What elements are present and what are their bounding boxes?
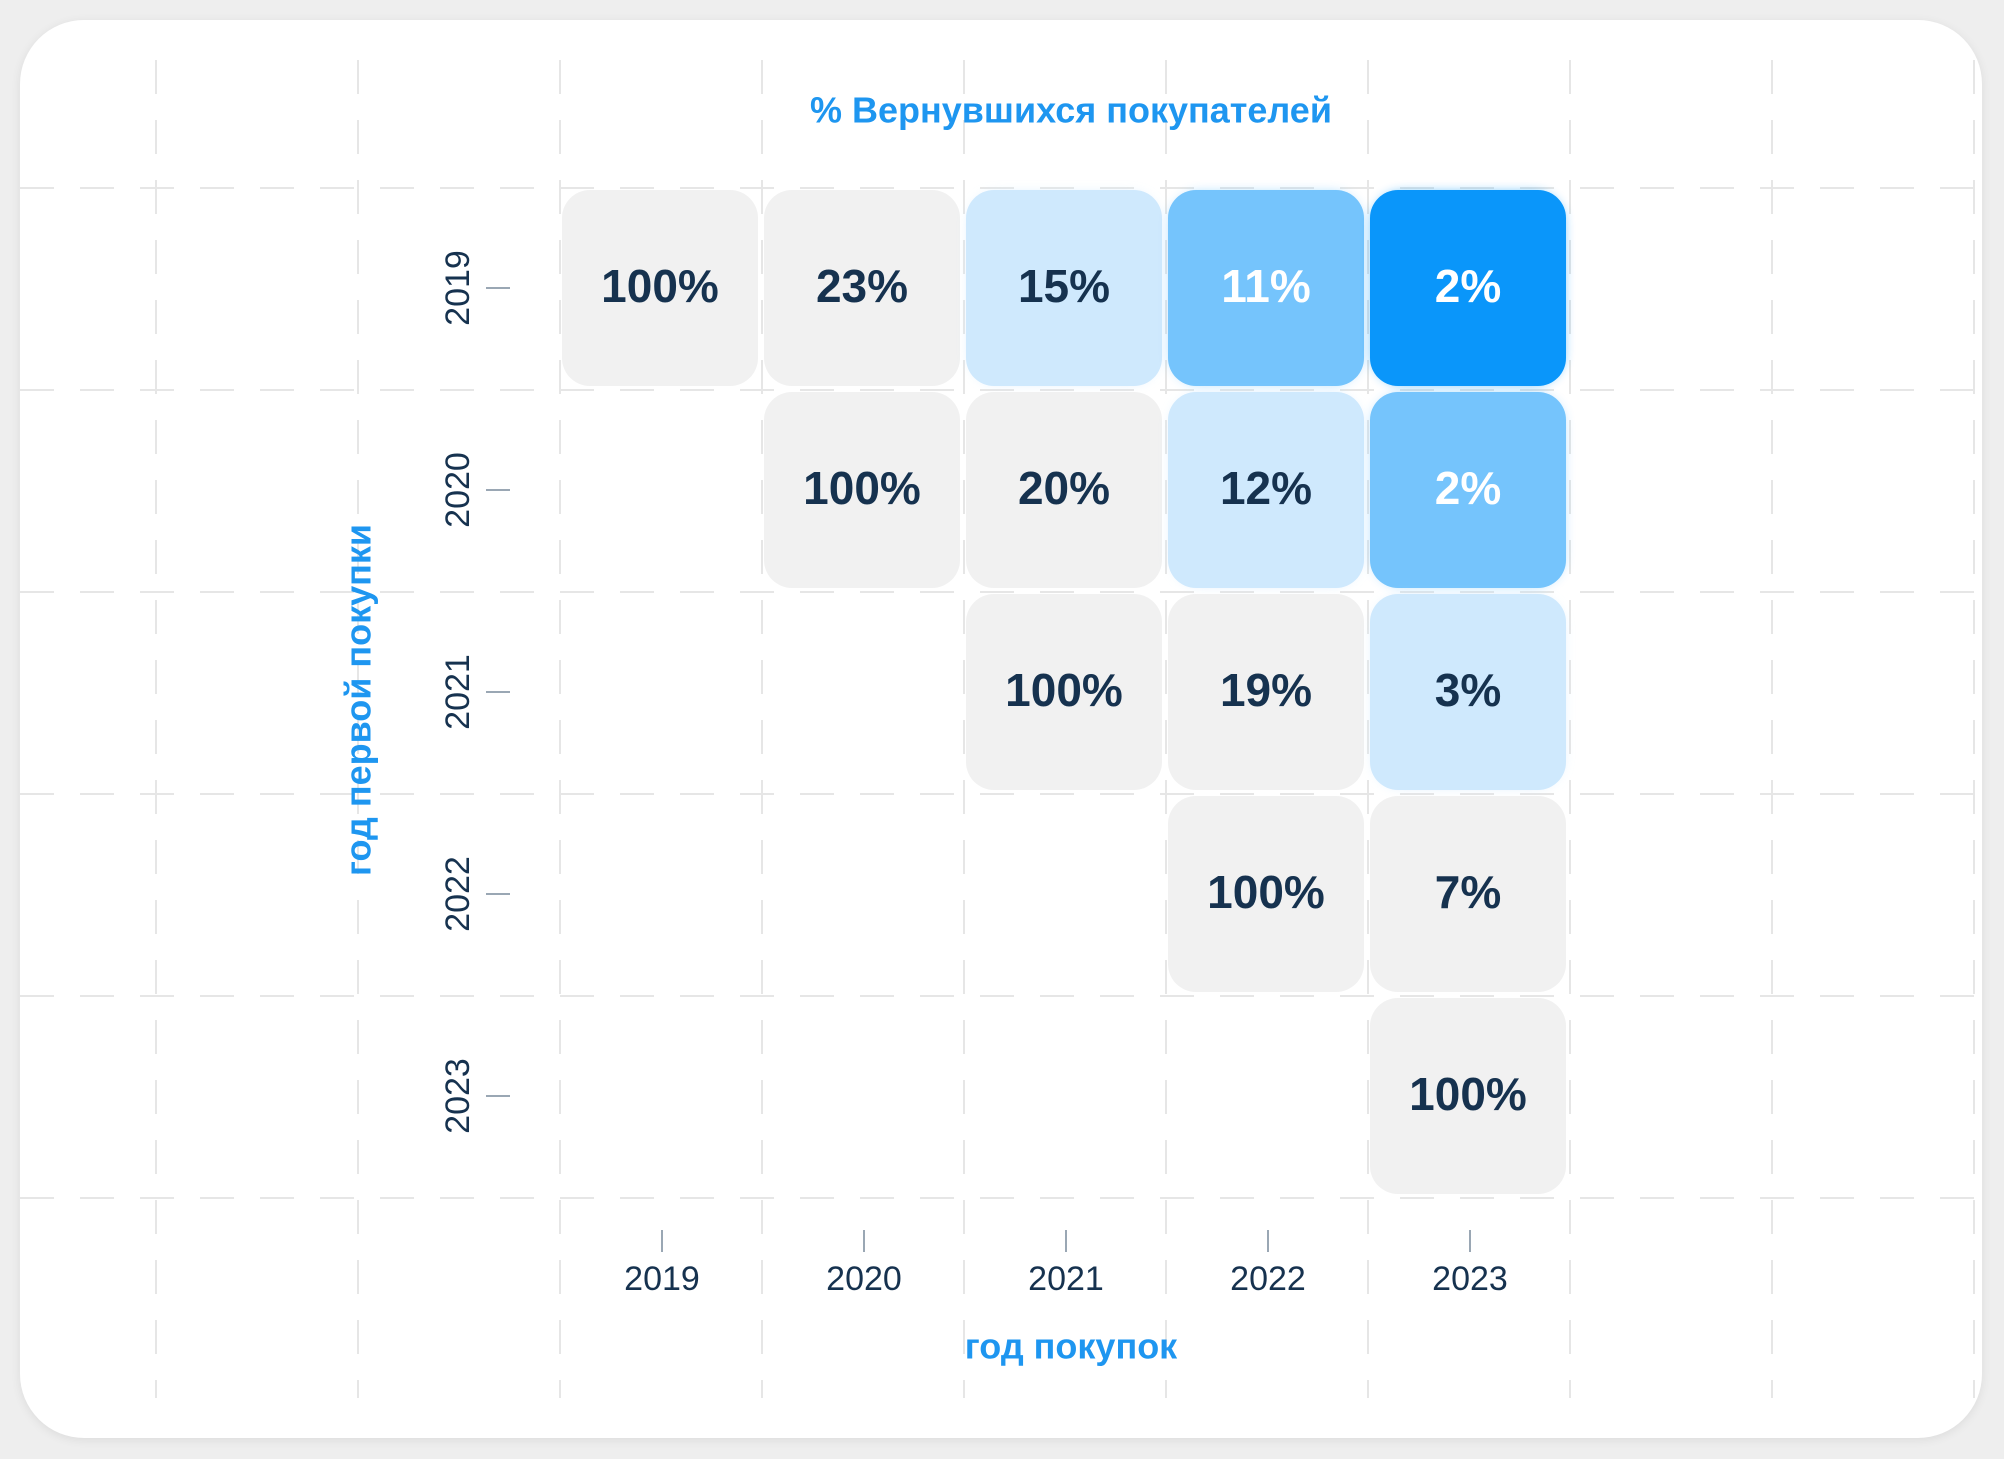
heatmap-cell-rect: [1168, 190, 1364, 386]
y-tick-label: 2019: [439, 250, 477, 326]
heatmap-cell-rect: [764, 190, 960, 386]
y-tick-label: 2023: [439, 1058, 477, 1134]
heatmap-cell: 19%: [1168, 594, 1364, 790]
x-tick-label: 2019: [624, 1260, 700, 1298]
heatmap-cell-label: 11%: [1221, 260, 1311, 312]
y-axis-title: год первой покупки: [338, 524, 379, 876]
heatmap-cell-rect: [1168, 594, 1364, 790]
heatmap-cell-label: 100%: [1409, 1068, 1527, 1120]
heatmap-cell: 3%: [1370, 594, 1566, 790]
heatmap-cell: 15%: [966, 190, 1162, 386]
heatmap-cell: 2%: [1370, 392, 1566, 588]
heatmap-cell-label: 2%: [1435, 260, 1501, 312]
heatmap-cell-rect: [1370, 190, 1566, 386]
heatmap-cell: 12%: [1168, 392, 1364, 588]
x-tick-label: 2022: [1230, 1260, 1306, 1298]
y-tick-label: 2022: [439, 856, 477, 932]
heatmap-cells: 100% 23% 15% 11% 2% 100% 20% 12% 2% 100% 19% 3% 100%…: [562, 190, 1566, 1194]
heatmap-cell-rect: [764, 392, 960, 588]
heatmap-cell: 100%: [1370, 998, 1566, 1194]
y-axis: 2019 2020 2021 2022 2023: [439, 250, 510, 1134]
heatmap-cell-label: 100%: [803, 462, 921, 514]
heatmap-cell-label: 100%: [1207, 866, 1325, 918]
heatmap-cell-label: 19%: [1220, 664, 1312, 716]
heatmap-cell-rect: [1168, 392, 1364, 588]
heatmap-cell: 100%: [764, 392, 960, 588]
heatmap-cell: 100%: [966, 594, 1162, 790]
heatmap-cell-label: 100%: [601, 260, 719, 312]
heatmap-cell-label: 100%: [1005, 664, 1123, 716]
heatmap-cell: 100%: [562, 190, 758, 386]
heatmap-cell-label: 2%: [1435, 462, 1501, 514]
heatmap-cell: 100%: [1168, 796, 1364, 992]
heatmap-cell-rect: [1370, 998, 1566, 1194]
heatmap-cell-rect: [1168, 796, 1364, 992]
x-tick-label: 2021: [1028, 1260, 1104, 1298]
heatmap-cell: 20%: [966, 392, 1162, 588]
heatmap-cell-label: 20%: [1018, 462, 1110, 514]
heatmap-cell-rect: [966, 190, 1162, 386]
heatmap-cell: 7%: [1370, 796, 1566, 992]
heatmap-cell-label: 12%: [1220, 462, 1312, 514]
chart-title: % Вернувшихся покупателей: [810, 90, 1332, 131]
x-tick-label: 2020: [826, 1260, 902, 1298]
heatmap-cell-rect: [1370, 796, 1566, 992]
x-axis-title: год покупок: [965, 1326, 1178, 1367]
heatmap-cell-rect: [966, 392, 1162, 588]
heatmap-cell-rect: [966, 594, 1162, 790]
x-axis: 2019 2020 2021 2022 2023: [624, 1230, 1508, 1298]
y-tick-label: 2021: [439, 654, 477, 730]
heatmap-cell-label: 7%: [1435, 866, 1501, 918]
heatmap-cell-rect: [1370, 392, 1566, 588]
heatmap-cell: 2%: [1370, 190, 1566, 386]
heatmap-chart: % Вернувшихся покупателей 100% 23% 15% 11% 2…: [20, 60, 1982, 1398]
heatmap-cell: 11%: [1168, 190, 1364, 386]
heatmap-cell-label: 15%: [1018, 260, 1110, 312]
background-grid: [20, 60, 1982, 1398]
heatmap-cell-rect: [562, 190, 758, 386]
heatmap-cell-rect: [1370, 594, 1566, 790]
heatmap-cell-label: 3%: [1435, 664, 1501, 716]
y-tick-label: 2020: [439, 452, 477, 528]
x-tick-label: 2023: [1432, 1260, 1508, 1298]
heatmap-cell: 23%: [764, 190, 960, 386]
heatmap-cell-label: 23%: [816, 260, 908, 312]
chart-card: % Вернувшихся покупателей 100% 23% 15% 11% 2…: [20, 20, 1982, 1438]
